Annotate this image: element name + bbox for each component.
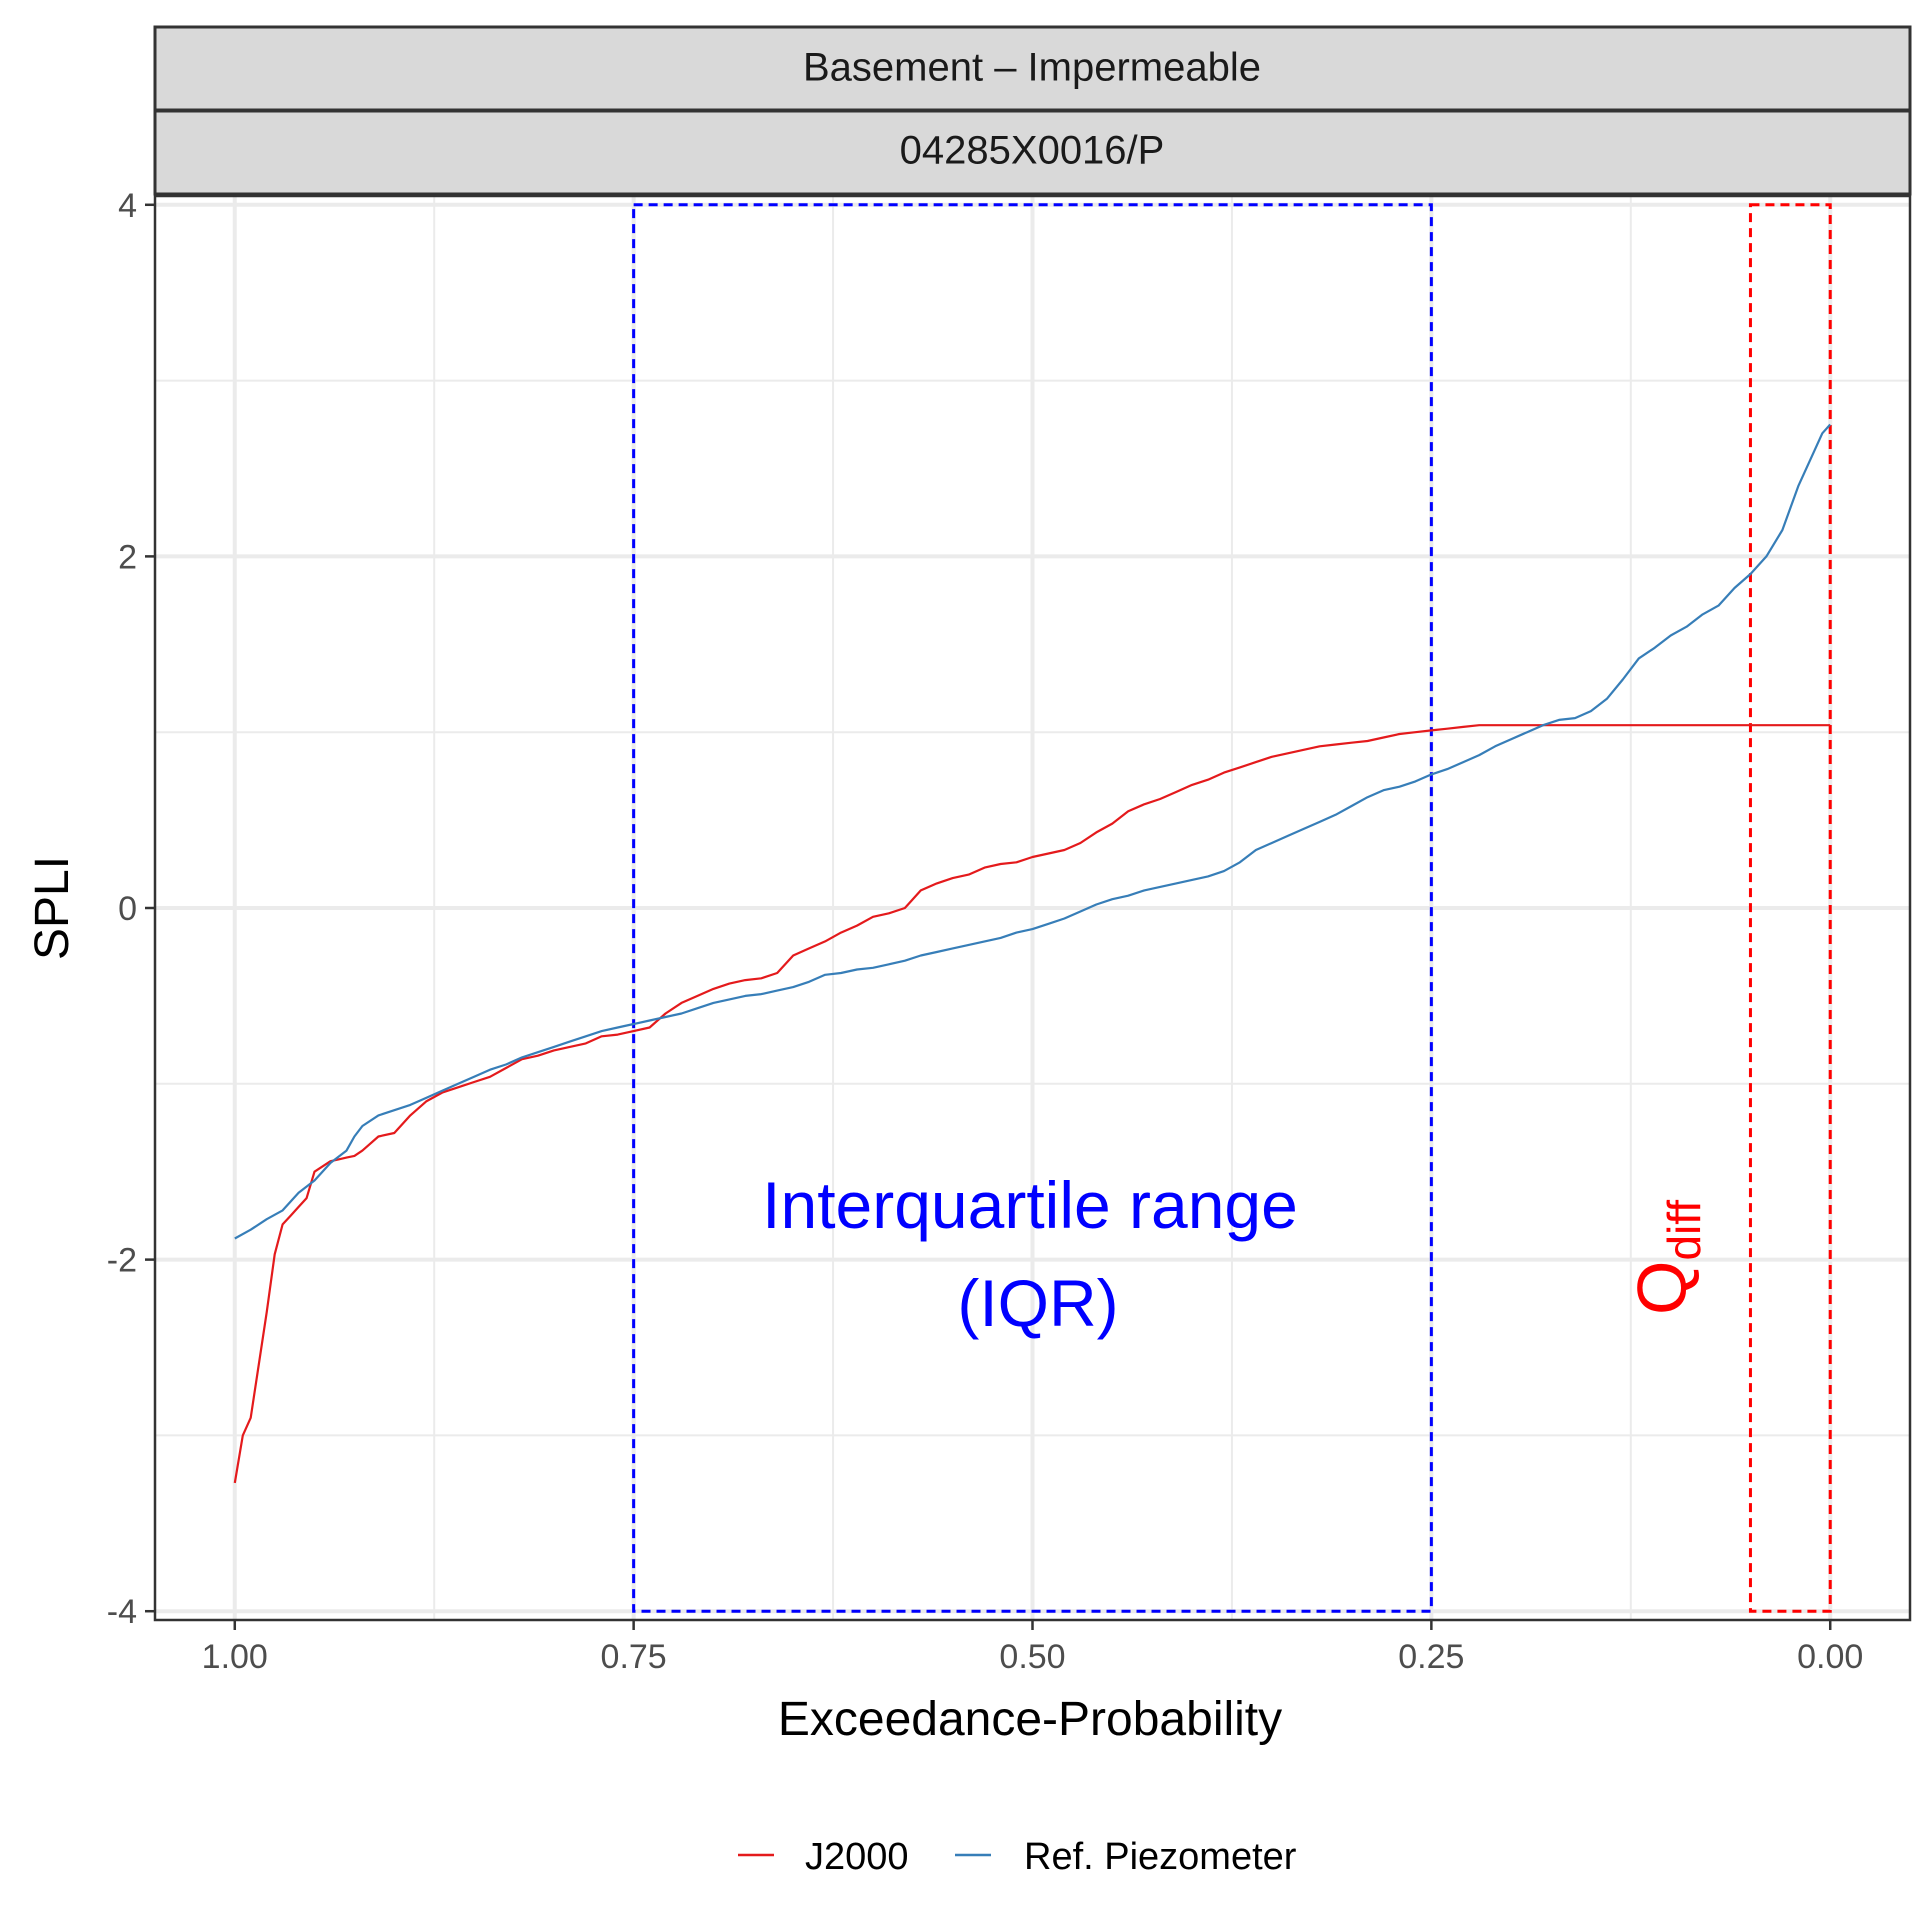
qdiff-label: Qdiff [1623,1200,1710,1315]
y-tick-label: -2 [107,1242,137,1280]
legend-label-ref-piezometer: Ref. Piezometer [1024,1836,1297,1878]
y-tick-label: -4 [107,1593,137,1631]
qdiff-box [1748,203,1832,1613]
y-tick-label: 0 [118,890,137,928]
iqr-label-line2: (IQR) [957,1266,1118,1340]
y-tick-label: 4 [118,187,137,225]
strip-label-bottom: 04285X0016/P [900,129,1165,173]
x-axis-ticks: 1.00 0.75 0.50 0.25 0.00 [202,1620,1863,1676]
qdiff-subscript: diff [1658,1200,1710,1261]
x-tick-label: 0.50 [999,1638,1065,1676]
iqr-label-line1: Interquartile range [762,1168,1298,1242]
series-lines [233,423,1832,1484]
facet-strip-top: Basement – Impermeable [153,25,1912,112]
y-tick-label: 2 [118,538,137,576]
x-tick-label: 0.75 [601,1638,667,1676]
x-axis-title: Exceedance-Probability [778,1693,1282,1746]
legend-label-j2000: J2000 [805,1836,909,1878]
y-axis-ticks: -4 -2 0 2 4 [107,187,155,1631]
legend: J2000 Ref. Piezometer [738,1836,1297,1878]
series-line-ref-piezometer [234,423,1832,1240]
grid-lines [155,196,1910,1620]
x-tick-label: 0.25 [1398,1638,1464,1676]
x-tick-label: 1.00 [202,1638,268,1676]
iqr-box [632,203,1433,1613]
y-axis-title: SPLI [26,856,79,960]
qdiff-main: Q [1623,1261,1701,1315]
facet-strip-bottom: 04285X0016/P [153,109,1912,196]
x-tick-label: 0.00 [1797,1638,1863,1676]
series-line-j2000 [233,724,1831,1484]
annotation-boxes [632,203,1832,1613]
strip-label-top: Basement – Impermeable [803,46,1261,90]
